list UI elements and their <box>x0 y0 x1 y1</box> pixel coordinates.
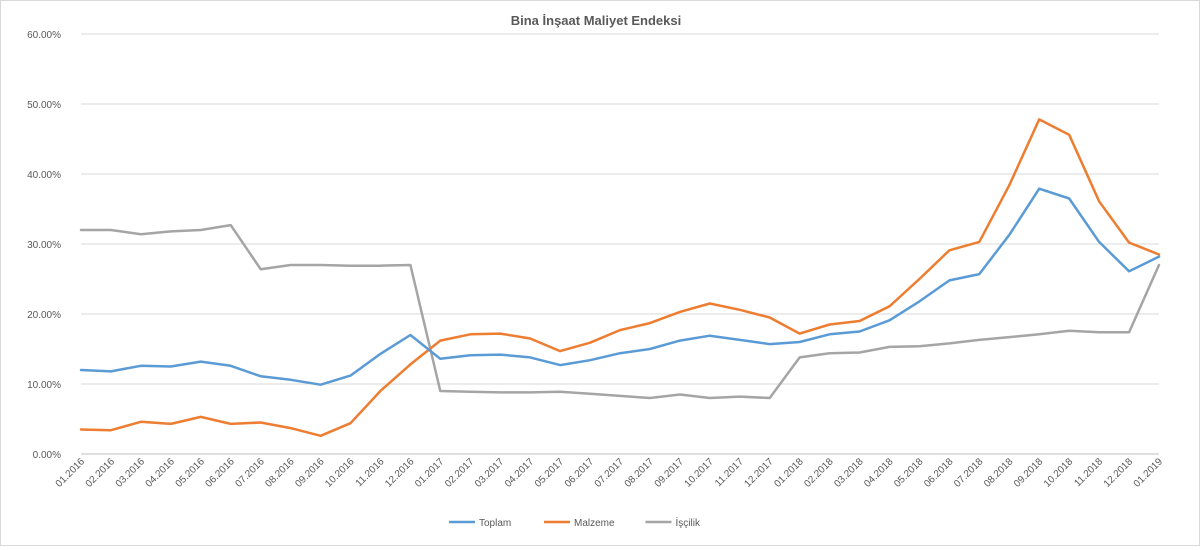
x-tick-label: 12.2017 <box>742 456 776 490</box>
x-tick-label: 04.2016 <box>144 456 178 490</box>
series-line <box>79 118 1161 438</box>
x-tick-label: 10.2018 <box>1042 456 1076 490</box>
x-tick-label: 10.2016 <box>323 456 357 490</box>
series-line <box>79 187 1161 386</box>
x-tick-label: 01.2018 <box>772 456 806 490</box>
chart-title: Bina İnşaat Maliyet Endeksi <box>511 13 682 28</box>
series-lines <box>79 118 1161 438</box>
y-tick-label: 40.00% <box>27 170 61 181</box>
x-tick-label: 03.2016 <box>114 456 148 490</box>
x-axis-tick-labels: 01.201602.201603.201604.201605.201606.20… <box>54 456 1166 490</box>
y-tick-label: 20.00% <box>27 310 61 321</box>
x-tick-label: 04.2018 <box>862 456 896 490</box>
x-tick-label: 02.2018 <box>802 456 836 490</box>
x-tick-label: 09.2018 <box>1012 456 1046 490</box>
x-tick-label: 02.2017 <box>443 456 477 490</box>
x-tick-label: 08.2018 <box>982 456 1016 490</box>
x-tick-label: 03.2018 <box>832 456 866 490</box>
x-tick-label: 05.2018 <box>892 456 926 490</box>
x-tick-label: 04.2017 <box>503 456 537 490</box>
y-tick-label: 60.00% <box>27 30 61 41</box>
x-tick-label: 06.2018 <box>922 456 956 490</box>
x-tick-label: 11.2016 <box>354 456 387 489</box>
x-tick-label: 10.2017 <box>683 456 717 490</box>
x-tick-label: 09.2017 <box>653 456 687 490</box>
x-tick-label: 07.2018 <box>952 456 986 490</box>
x-tick-label: 08.2016 <box>263 456 297 490</box>
legend-label: Malzeme <box>574 518 615 529</box>
x-tick-label: 11.2018 <box>1072 456 1105 489</box>
legend: Toplam Malzeme İşçilik <box>449 516 701 529</box>
y-axis-tick-labels: 0.00% 10.00% 20.00% 30.00% 40.00% 50.00% 60.00… <box>27 30 61 461</box>
gridlines <box>81 33 1159 455</box>
legend-label: Toplam <box>479 518 511 529</box>
x-tick-label: 12.2016 <box>383 456 417 490</box>
x-tick-label: 07.2016 <box>233 456 267 490</box>
x-tick-label: 01.2016 <box>54 456 88 490</box>
y-tick-label: 0.00% <box>33 450 61 461</box>
x-tick-label: 03.2017 <box>473 456 507 490</box>
x-tick-label: 05.2017 <box>533 456 567 490</box>
legend-label: İşçilik <box>676 516 701 529</box>
x-tick-label: 02.2016 <box>84 456 118 490</box>
series-line <box>79 223 1161 400</box>
x-tick-label: 05.2016 <box>174 456 208 490</box>
x-tick-label: 08.2017 <box>623 456 657 490</box>
y-tick-label: 30.00% <box>27 240 61 251</box>
x-tick-label: 01.2019 <box>1132 456 1166 490</box>
x-tick-label: 06.2016 <box>203 456 237 490</box>
x-tick-label: 01.2017 <box>413 456 447 490</box>
x-tick-label: 07.2017 <box>593 456 627 490</box>
y-tick-label: 10.00% <box>27 380 61 391</box>
y-tick-label: 50.00% <box>27 100 61 111</box>
x-tick-label: 11.2017 <box>713 456 746 489</box>
x-tick-label: 06.2017 <box>563 456 597 490</box>
x-tick-label: 09.2016 <box>293 456 327 490</box>
x-tick-label: 12.2018 <box>1102 456 1136 490</box>
